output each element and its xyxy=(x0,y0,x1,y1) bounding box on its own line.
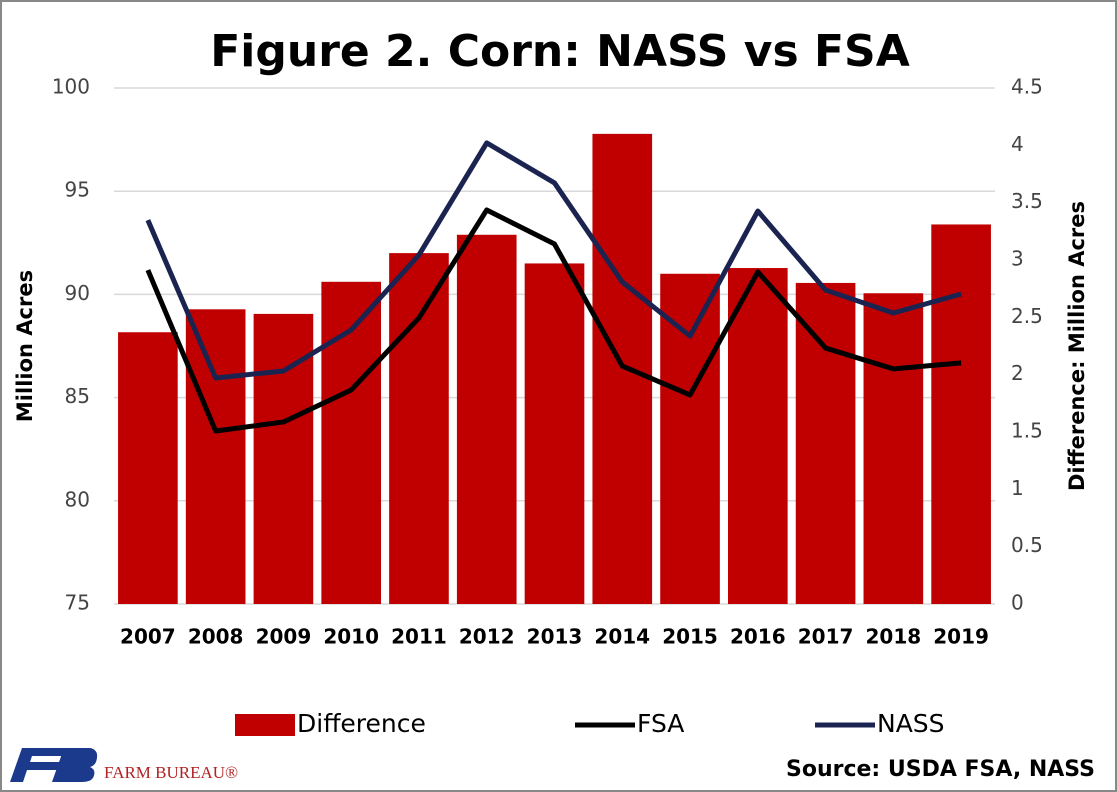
y-axis-label: Million Acres xyxy=(13,270,37,422)
chart-title: Figure 2. Corn: NASS vs FSA xyxy=(210,26,910,77)
legend-swatch xyxy=(235,714,295,736)
logo xyxy=(10,748,98,782)
legend-label: Difference xyxy=(297,709,426,738)
bar xyxy=(727,268,788,604)
y2-tick-label: 1 xyxy=(1011,476,1024,500)
x-tick-label: 2019 xyxy=(933,625,989,649)
bar xyxy=(456,234,517,605)
bar xyxy=(863,293,924,604)
legend-label: NASS xyxy=(877,709,945,738)
line xyxy=(145,140,962,381)
x-tick-label: 2013 xyxy=(527,625,583,649)
y-tick-label: 80 xyxy=(65,487,90,511)
y2-tick-label: 2.5 xyxy=(1011,304,1043,328)
y-tick-label: 95 xyxy=(65,178,90,202)
y2-tick-label: 0 xyxy=(1011,591,1024,615)
bar xyxy=(118,332,178,604)
y2-axis-label: Difference: Million Acres xyxy=(1065,201,1089,491)
brand: FARM BUREAU® xyxy=(104,763,238,782)
x-tick-label: 2011 xyxy=(391,625,447,649)
y2-tick-label: 1.5 xyxy=(1011,419,1043,443)
line xyxy=(145,207,962,434)
x-tick-label: 2015 xyxy=(662,625,718,649)
y2-tick-label: 4 xyxy=(1011,132,1024,156)
x-tick-label: 2016 xyxy=(730,625,786,649)
y2-tick-label: 0.5 xyxy=(1011,533,1043,557)
bar xyxy=(389,253,449,604)
y-tick-label: 85 xyxy=(65,384,90,408)
bar xyxy=(592,133,653,604)
x-tick-label: 2018 xyxy=(866,625,922,649)
x-tick-label: 2010 xyxy=(323,625,379,649)
y2-tick-label: 2 xyxy=(1011,361,1024,385)
x-tick-label: 2007 xyxy=(120,625,176,649)
x-tick-label: 2009 xyxy=(256,625,312,649)
bar xyxy=(253,313,314,604)
y2-tick-label: 4.5 xyxy=(1011,75,1043,99)
bar xyxy=(185,309,246,604)
bar xyxy=(795,282,856,604)
x-tick-label: 2012 xyxy=(459,625,515,649)
bar xyxy=(524,263,585,604)
source: Source: USDA FSA, NASS xyxy=(786,757,1095,782)
y2-tick-label: 3 xyxy=(1011,247,1024,271)
bar xyxy=(660,273,720,604)
x-tick-label: 2014 xyxy=(594,625,650,649)
legend-label: FSA xyxy=(637,709,684,738)
y-tick-label: 75 xyxy=(65,591,90,615)
y2-tick-label: 3.5 xyxy=(1011,189,1043,213)
x-tick-label: 2008 xyxy=(188,625,244,649)
x-tick-label: 2017 xyxy=(798,625,854,649)
bar xyxy=(931,224,991,604)
y-tick-label: 100 xyxy=(52,75,90,99)
bar xyxy=(321,281,382,604)
y-tick-label: 90 xyxy=(65,281,90,305)
